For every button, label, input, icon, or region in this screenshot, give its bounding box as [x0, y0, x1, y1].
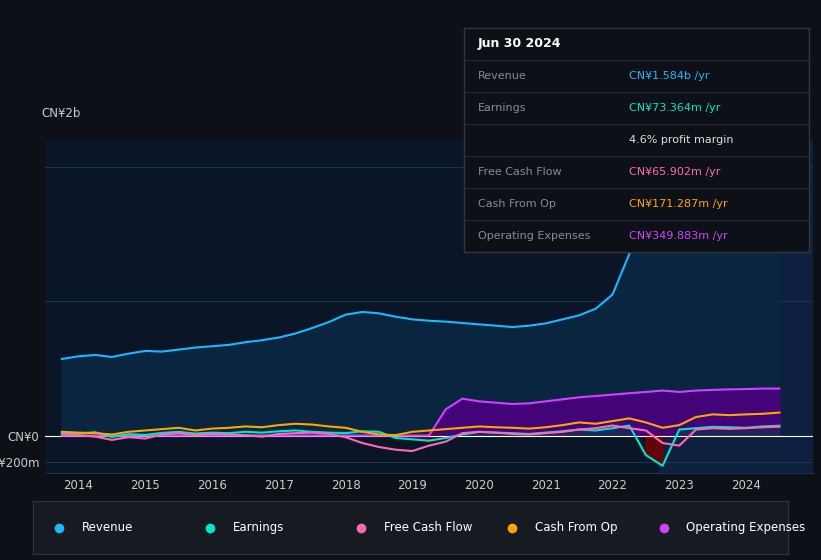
Text: CN¥2b: CN¥2b: [41, 107, 80, 120]
Text: CN¥1.584b /yr: CN¥1.584b /yr: [630, 71, 710, 81]
Text: CN¥171.287m /yr: CN¥171.287m /yr: [630, 199, 728, 209]
Text: CN¥65.902m /yr: CN¥65.902m /yr: [630, 167, 721, 177]
Text: Operating Expenses: Operating Expenses: [686, 521, 805, 534]
Text: Revenue: Revenue: [82, 521, 133, 534]
Text: Jun 30 2024: Jun 30 2024: [478, 38, 562, 50]
Text: Earnings: Earnings: [478, 103, 526, 113]
Text: Revenue: Revenue: [478, 71, 526, 81]
Text: Operating Expenses: Operating Expenses: [478, 231, 590, 241]
Text: Free Cash Flow: Free Cash Flow: [384, 521, 472, 534]
Text: Free Cash Flow: Free Cash Flow: [478, 167, 562, 177]
Bar: [659, 140, 813, 473]
Text: CN¥73.364m /yr: CN¥73.364m /yr: [630, 103, 721, 113]
Text: Earnings: Earnings: [233, 521, 284, 534]
Text: Cash From Op: Cash From Op: [478, 199, 556, 209]
Text: Cash From Op: Cash From Op: [535, 521, 617, 534]
Text: CN¥349.883m /yr: CN¥349.883m /yr: [630, 231, 728, 241]
Text: 4.6% profit margin: 4.6% profit margin: [630, 135, 734, 145]
